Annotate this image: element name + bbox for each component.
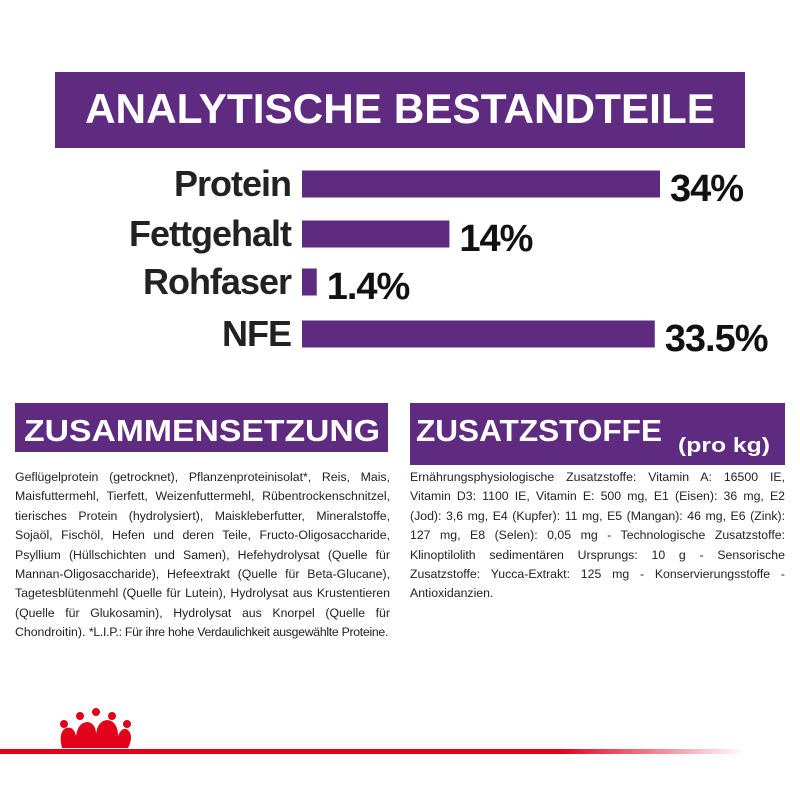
additives-text: Ernährungsphysiologische Zusatzstoffe: V… [410,470,785,601]
value-label: 33.5% [665,318,768,360]
category-label: NFE [222,313,291,354]
value-label: 34% [670,168,743,210]
header-band [55,72,745,148]
additives-unit: (pro kg) [678,435,770,457]
composition-body: Geflügelprotein (getrocknet), Pflanzenpr… [15,470,390,640]
bar [302,268,317,296]
bar [302,220,450,248]
category-label: Fettgehalt [129,213,292,254]
additives-title: ZUSATZSTOFFE [416,413,662,448]
composition-band [15,403,388,452]
category-label: Rohfaser [143,261,292,302]
bar [302,170,661,198]
footer-line [0,749,745,754]
composition-footnote: *L.I.P.: Für ihre hohe Verdaulichkeit au… [88,625,389,640]
value-label: 1.4% [327,266,410,308]
bar [302,320,655,348]
composition-title: ZUSAMMENSETZUNG [24,413,380,448]
header-title: ANALYTISCHE BESTANDTEILE [85,85,715,132]
logo [60,708,131,748]
category-label: Protein [174,163,291,204]
additives-band [410,403,785,465]
value-label: 14% [459,218,532,260]
composition-text: Geflügelprotein (getrocknet), Pflanzenpr… [15,468,390,643]
